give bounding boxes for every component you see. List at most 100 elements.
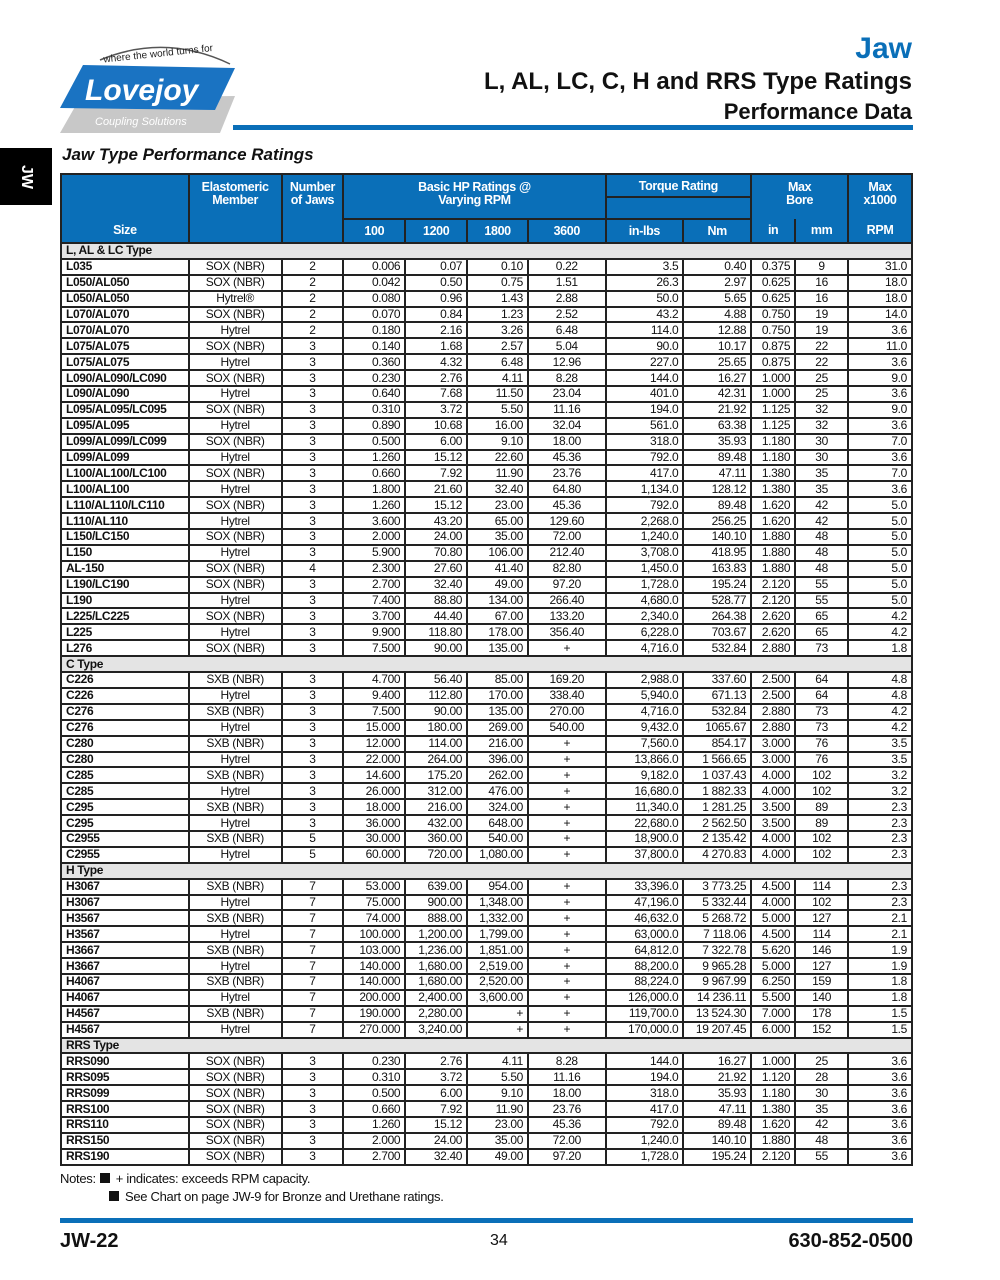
cell-max-rpm: 2.3 — [847, 893, 913, 912]
cell-max-rpm: 4.2 — [847, 702, 913, 721]
cell-bore-mm: 55 — [794, 1147, 850, 1166]
cell-bore-in: 2.120 — [750, 575, 797, 594]
cell-bore-mm: 102 — [794, 845, 850, 864]
cell-max-rpm: 1.8 — [847, 639, 913, 658]
cell-hp-1800: 35.00 — [466, 528, 530, 546]
cell-torque-inlbs: 318.0 — [604, 1084, 685, 1103]
cell-size: L225 — [60, 623, 190, 642]
cell-hp-100: 74.000 — [342, 909, 407, 928]
cell-hp-1800: 5.50 — [466, 1068, 530, 1087]
cell-torque-nm: 89.48 — [682, 496, 753, 515]
cell-hp-1200: 27.60 — [404, 559, 469, 578]
cell-max-rpm: 5.0 — [847, 591, 913, 610]
cell-hp-3600: 97.20 — [527, 1147, 607, 1166]
cell-bore-mm: 64 — [794, 686, 850, 705]
cell-hp-1200: 1.68 — [404, 337, 469, 356]
cell-size: L110/AL110/LC110 — [60, 496, 190, 515]
cell-torque-nm: 2.97 — [682, 273, 753, 292]
cell-hp-1800: 6.48 — [466, 353, 530, 372]
cell-elastomer: SXB (NBR) — [187, 734, 283, 753]
cell-jaws: 3 — [280, 400, 345, 419]
cell-hp-3600: + — [527, 814, 607, 832]
cell-size: L090/AL090/LC090 — [60, 369, 190, 388]
cell-hp-1200: 7.92 — [404, 1100, 469, 1118]
cell-hp-100: 7.500 — [342, 639, 407, 658]
cell-size: L110/AL110 — [60, 512, 190, 531]
cell-size: RRS100 — [60, 1100, 190, 1118]
cell-hp-100: 140.000 — [342, 972, 407, 991]
cell-jaws: 3 — [280, 798, 345, 817]
cell-bore-in: 2.620 — [750, 623, 797, 642]
section-title-cell: C Type — [60, 655, 913, 674]
cell-bore-mm: 19 — [794, 305, 850, 324]
cell-max-rpm: 5.0 — [847, 496, 913, 515]
cell-max-rpm: 3.2 — [847, 766, 913, 785]
table-row: C2955 Hytrel 5 60.000 720.00 1,080.00 +37,800.… — [60, 845, 913, 864]
cell-max-rpm: 14.0 — [847, 305, 913, 324]
cell-jaws: 5 — [280, 845, 345, 864]
cell-bore-in: 5.000 — [750, 909, 797, 928]
header-in: in — [750, 219, 797, 244]
table-row: L050/AL050 SOX (NBR) 2 0.042 0.50 0.75 1.51 26.… — [60, 273, 913, 292]
cell-torque-nm: 13 524.30 — [682, 1004, 753, 1023]
cell-hp-1800: 9.10 — [466, 432, 530, 451]
cell-hp-100: 26.000 — [342, 782, 407, 801]
page-number: 34 — [490, 1232, 508, 1249]
cell-bore-in: 1.380 — [750, 480, 797, 499]
table-row: H4067 Hytrel 7 200.000 2,400.00 3,600.00 +126,… — [60, 988, 913, 1007]
cell-hp-1800: 16.00 — [466, 416, 530, 435]
section-title-cell: RRS Type — [60, 1036, 913, 1055]
cell-torque-inlbs: 88,224.0 — [604, 972, 685, 991]
cell-hp-100: 0.360 — [342, 353, 407, 372]
cell-elastomer: Hytrel — [187, 845, 283, 864]
cell-jaws: 3 — [280, 782, 345, 801]
cell-hp-3600: 72.00 — [527, 528, 607, 546]
cell-bore-mm: 102 — [794, 893, 850, 912]
table-row: H3567 Hytrel 7 100.000 1,200.00 1,799.00 +63,0… — [60, 925, 913, 944]
cell-size: L050/AL050 — [60, 273, 190, 292]
cell-size: RRS150 — [60, 1131, 190, 1150]
cell-torque-nm: 703.67 — [682, 623, 753, 642]
table-row: C285 Hytrel 3 26.000 312.00 476.00 +16,680.0 1 … — [60, 782, 913, 801]
cell-jaws: 3 — [280, 432, 345, 451]
cell-jaws: 3 — [280, 385, 345, 403]
cell-hp-1200: 15.12 — [404, 448, 469, 467]
cell-torque-nm: 4.88 — [682, 305, 753, 324]
cell-hp-100: 100.000 — [342, 925, 407, 944]
cell-jaws: 7 — [280, 877, 345, 896]
cell-size: L099/AL099/LC099 — [60, 432, 190, 451]
cell-bore-in: 4.500 — [750, 877, 797, 896]
cell-hp-3600: + — [527, 909, 607, 928]
cell-hp-1800: 135.00 — [466, 702, 530, 721]
cell-bore-mm: 48 — [794, 543, 850, 562]
cell-hp-3600: + — [527, 925, 607, 944]
cell-max-rpm: 3.6 — [847, 353, 913, 372]
cell-jaws: 3 — [280, 1115, 345, 1134]
cell-hp-100: 12.000 — [342, 734, 407, 753]
cell-bore-in: 1.880 — [750, 528, 797, 546]
cell-hp-1200: 7.92 — [404, 464, 469, 483]
cell-max-rpm: 4.8 — [847, 686, 913, 705]
cell-jaws: 3 — [280, 496, 345, 515]
cell-jaws: 3 — [280, 591, 345, 610]
cell-torque-inlbs: 64,812.0 — [604, 941, 685, 960]
cell-hp-1800: 954.00 — [466, 877, 530, 896]
cell-elastomer: Hytrel — [187, 893, 283, 912]
cell-torque-nm: 7 118.06 — [682, 925, 753, 944]
cell-bore-mm: 48 — [794, 528, 850, 546]
cell-jaws: 3 — [280, 639, 345, 658]
cell-hp-1800: 49.00 — [466, 575, 530, 594]
cell-max-rpm: 9.0 — [847, 400, 913, 419]
cell-max-rpm: 3.6 — [847, 1084, 913, 1103]
table-row: H3667 Hytrel 7 140.000 1,680.00 2,519.00 +88,2… — [60, 957, 913, 975]
cell-hp-3600: 82.80 — [527, 559, 607, 578]
cell-max-rpm: 1.5 — [847, 1020, 913, 1039]
cell-hp-1800: 1,799.00 — [466, 925, 530, 944]
cell-max-rpm: 1.8 — [847, 988, 913, 1007]
cell-hp-100: 30.000 — [342, 829, 407, 848]
cell-bore-mm: 42 — [794, 1115, 850, 1134]
cell-size: H3667 — [60, 957, 190, 975]
cell-torque-inlbs: 1,240.0 — [604, 528, 685, 546]
cell-jaws: 3 — [280, 369, 345, 388]
cell-jaws: 2 — [280, 273, 345, 292]
